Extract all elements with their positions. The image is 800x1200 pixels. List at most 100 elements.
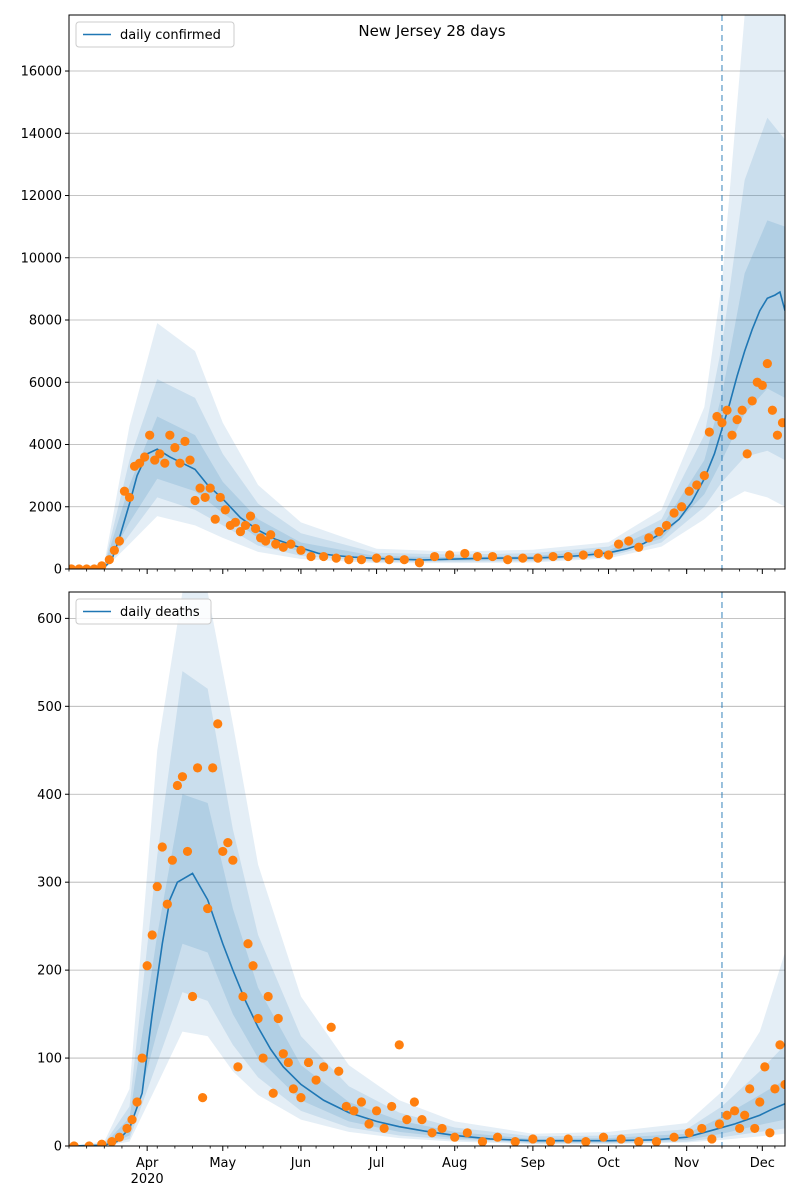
data-point [634,1137,644,1146]
data-point [185,455,195,465]
data-point [89,564,99,569]
data-point [518,553,528,563]
data-point [767,405,777,415]
data-point [371,1106,382,1116]
y-tick-label: 14000 [21,127,62,142]
data-point [503,555,513,565]
y-tick-label: 10000 [21,251,62,266]
data-point [210,514,220,524]
data-point [581,1137,591,1146]
data-point [661,520,672,531]
data-point [402,1115,412,1125]
data-point [177,772,188,782]
data-point [124,492,135,503]
data-point [334,1066,344,1076]
confidence-band-95pct [69,15,785,569]
data-point [137,1053,147,1063]
data-point [296,1093,306,1103]
data-point [740,1110,750,1120]
x-tick-label: Jun [290,1156,311,1171]
data-point [220,505,230,515]
data-point [198,1093,208,1103]
data-point [134,458,145,468]
data-point [492,1132,503,1142]
data-point [187,991,198,1002]
confidence-band-80pct [69,671,785,1146]
data-point [745,1084,755,1094]
data-point [192,763,203,773]
data-point [195,483,205,493]
data-point [165,430,175,440]
data-point [243,939,253,949]
data-point [303,1057,314,1068]
data-point [82,564,92,569]
data-point [472,551,483,562]
data-point [175,458,185,468]
data-point [97,561,107,569]
data-point [283,1057,293,1068]
plot-area [69,592,785,1146]
data-point [228,855,238,865]
x-tick-label: Aug [442,1156,467,1171]
data-point [651,1137,662,1146]
data-point [132,1097,142,1107]
data-point [427,1128,437,1138]
data-point [510,1137,520,1146]
data-point [692,480,702,490]
data-point [218,846,228,857]
y-tick-label: 6000 [29,376,62,391]
data-point [278,1049,288,1059]
confirmed-panel: 0 2000 4000 6000 8000 10000 12000 14000 16000 New… [21,14,786,578]
plot-frame [68,14,786,570]
data-point [271,539,281,549]
data-point [167,855,177,865]
data-point [250,523,261,534]
y-tick-label: 300 [37,876,62,891]
y-tick-label: 600 [37,612,62,627]
data-point [107,1137,117,1146]
data-point [248,961,258,971]
legend-box [75,598,212,625]
data-point [240,520,251,531]
data-point [356,555,367,565]
data-point [84,1141,94,1146]
data-point [205,483,215,493]
data-point [437,1123,447,1134]
data-point [349,1106,359,1116]
data-point [145,430,155,440]
data-point [487,551,498,562]
data-point [765,1128,775,1138]
data-point [371,553,382,563]
data-point [399,555,409,565]
data-point [729,1106,740,1116]
data-point [717,418,727,428]
data-point [548,551,558,562]
data-point [150,455,160,465]
data-point [69,1141,79,1146]
legend-label: daily confirmed [120,28,221,43]
data-point [747,396,757,406]
data-point [182,846,193,857]
data-point [528,1134,538,1144]
data-point [296,545,306,555]
data-point [170,443,180,453]
data-point [669,508,679,518]
x-tick-label: May [209,1156,236,1171]
data-point [737,405,747,415]
data-point [147,930,157,940]
data-point [545,1137,556,1146]
data-point [777,418,785,428]
data-point [268,1088,278,1098]
data-point [699,471,709,481]
plot-frame [68,591,786,1147]
data-point [704,427,714,437]
data-point [563,551,573,562]
data-point [278,542,288,552]
data-point [614,539,624,549]
data-point [460,548,470,559]
data-point [727,430,737,440]
data-point [770,1084,780,1094]
data-point [598,1132,609,1142]
data-point [238,991,248,1002]
data-point [712,411,722,422]
